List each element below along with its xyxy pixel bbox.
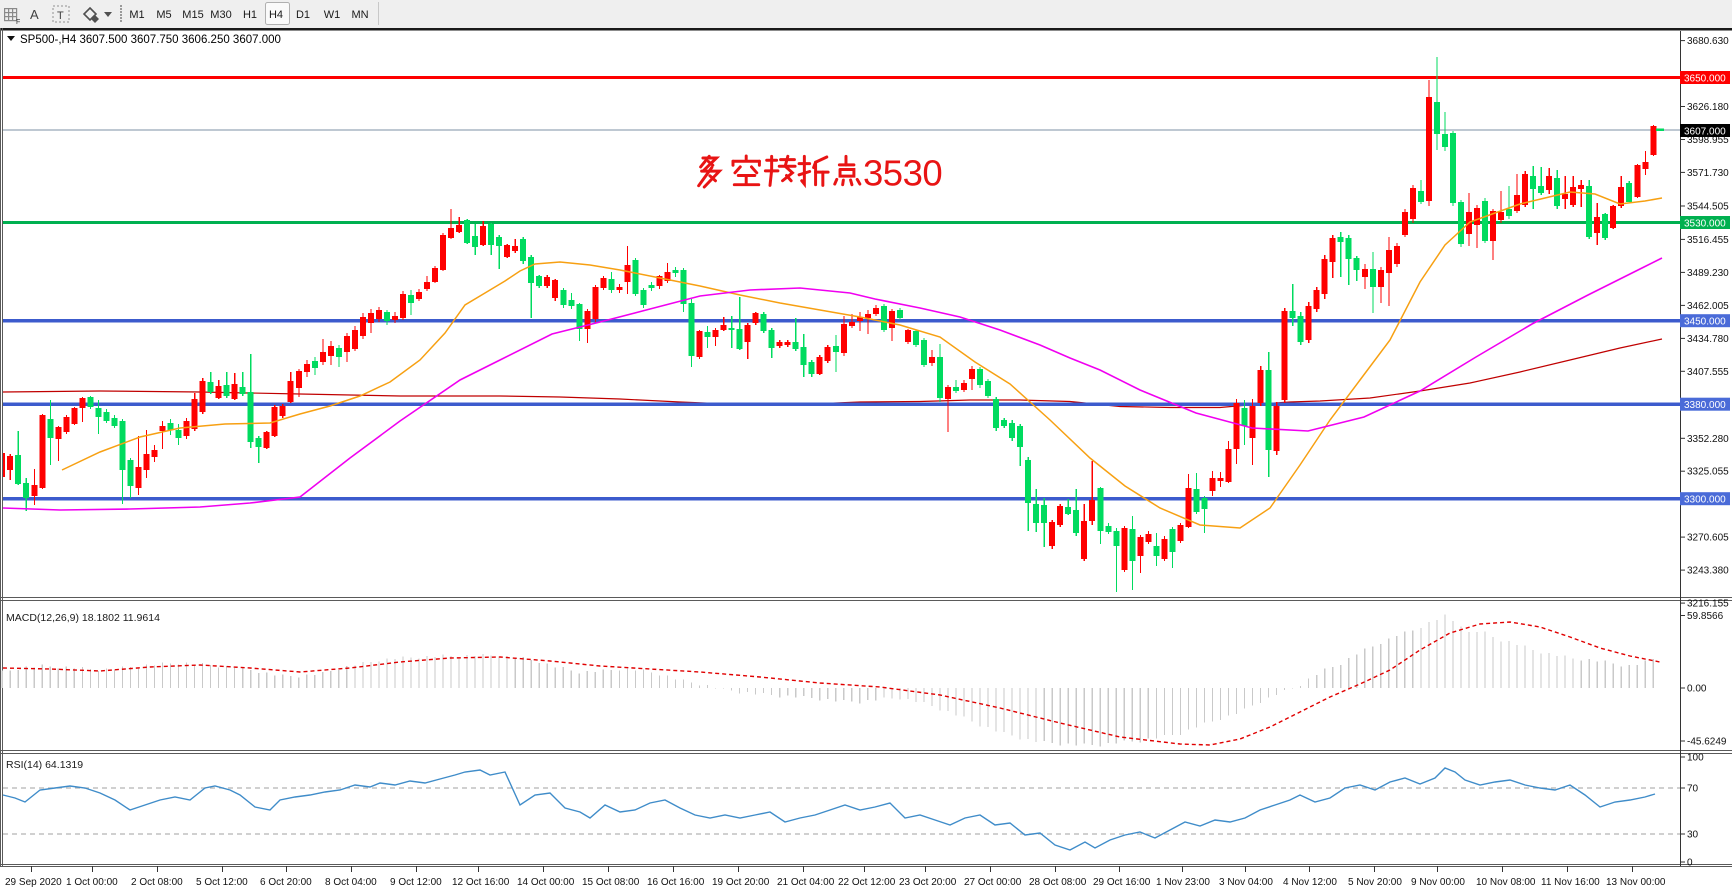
svg-text:3516.455: 3516.455 <box>1687 235 1729 246</box>
svg-text:3325.055: 3325.055 <box>1687 467 1729 478</box>
svg-text:3598.955: 3598.955 <box>1687 135 1729 146</box>
svg-text:M1: M1 <box>129 9 144 21</box>
svg-text:3530: 3530 <box>863 153 942 194</box>
svg-text:M15: M15 <box>182 9 203 21</box>
svg-text:RSI(14) 64.1319: RSI(14) 64.1319 <box>6 759 83 771</box>
svg-text:3650.000: 3650.000 <box>1684 73 1726 84</box>
svg-text:70: 70 <box>1687 784 1699 795</box>
svg-text:3462.005: 3462.005 <box>1687 301 1729 312</box>
svg-text:W1: W1 <box>324 9 341 21</box>
svg-text:3407.555: 3407.555 <box>1687 367 1729 378</box>
svg-text:0: 0 <box>1687 858 1693 869</box>
svg-text:T: T <box>57 10 64 22</box>
svg-text:22 Oct 12:00: 22 Oct 12:00 <box>838 877 896 888</box>
svg-text:M30: M30 <box>210 9 231 21</box>
svg-text:1 Oct 00:00: 1 Oct 00:00 <box>66 877 118 888</box>
svg-text:3380.000: 3380.000 <box>1684 400 1726 411</box>
svg-text:MACD(12,26,9) 18.1802 11.9614: MACD(12,26,9) 18.1802 11.9614 <box>6 612 160 624</box>
svg-text:59.8566: 59.8566 <box>1687 611 1724 622</box>
svg-text:15 Oct 08:00: 15 Oct 08:00 <box>582 877 640 888</box>
svg-text:12 Oct 16:00: 12 Oct 16:00 <box>452 877 510 888</box>
svg-text:SP500-,H4 3607.500 3607.750 3: SP500-,H4 3607.500 3607.750 3606.250 360… <box>20 34 281 46</box>
svg-text:MN: MN <box>351 9 368 21</box>
svg-text:3544.505: 3544.505 <box>1687 202 1729 213</box>
svg-text:19 Oct 20:00: 19 Oct 20:00 <box>712 877 770 888</box>
svg-text:10 Nov 08:00: 10 Nov 08:00 <box>1476 877 1536 888</box>
svg-text:3243.380: 3243.380 <box>1687 566 1729 577</box>
svg-text:23 Oct 20:00: 23 Oct 20:00 <box>899 877 957 888</box>
svg-text:M5: M5 <box>156 9 171 21</box>
svg-text:14 Oct 00:00: 14 Oct 00:00 <box>517 877 575 888</box>
svg-text:3450.000: 3450.000 <box>1684 317 1726 328</box>
svg-text:2 Oct 08:00: 2 Oct 08:00 <box>131 877 183 888</box>
svg-text:F: F <box>16 19 20 26</box>
svg-text:0.00: 0.00 <box>1687 684 1707 695</box>
svg-text:16 Oct 16:00: 16 Oct 16:00 <box>647 877 705 888</box>
svg-text:3626.180: 3626.180 <box>1687 102 1729 113</box>
svg-text:13 Nov 00:00: 13 Nov 00:00 <box>1606 877 1666 888</box>
svg-text:3270.605: 3270.605 <box>1687 533 1729 544</box>
svg-text:3680.630: 3680.630 <box>1687 36 1729 47</box>
svg-text:9 Oct 12:00: 9 Oct 12:00 <box>390 877 442 888</box>
svg-text:8 Oct 04:00: 8 Oct 04:00 <box>325 877 377 888</box>
svg-text:A: A <box>30 7 39 22</box>
svg-text:11 Nov 16:00: 11 Nov 16:00 <box>1541 877 1600 888</box>
svg-text:100: 100 <box>1687 753 1704 764</box>
svg-text:3 Nov 04:00: 3 Nov 04:00 <box>1219 877 1273 888</box>
svg-text:D1: D1 <box>296 9 310 21</box>
svg-text:3352.280: 3352.280 <box>1687 434 1729 445</box>
svg-text:3530.000: 3530.000 <box>1684 218 1726 229</box>
svg-text:3489.230: 3489.230 <box>1687 268 1729 279</box>
svg-text:-45.6249: -45.6249 <box>1687 737 1727 748</box>
svg-text:21 Oct 04:00: 21 Oct 04:00 <box>777 877 835 888</box>
svg-text:5 Nov 20:00: 5 Nov 20:00 <box>1348 877 1402 888</box>
svg-text:28 Oct 08:00: 28 Oct 08:00 <box>1029 877 1087 888</box>
svg-text:3300.000: 3300.000 <box>1684 495 1726 506</box>
svg-text:29 Sep 2020: 29 Sep 2020 <box>5 877 62 888</box>
svg-text:27 Oct 00:00: 27 Oct 00:00 <box>964 877 1022 888</box>
svg-text:H4: H4 <box>269 9 283 21</box>
svg-text:6 Oct 20:00: 6 Oct 20:00 <box>260 877 312 888</box>
svg-text:H1: H1 <box>243 9 257 21</box>
svg-text:3571.730: 3571.730 <box>1687 168 1729 179</box>
svg-text:3607.000: 3607.000 <box>1684 126 1726 137</box>
svg-text:29 Oct 16:00: 29 Oct 16:00 <box>1093 877 1151 888</box>
svg-text:1 Nov 23:00: 1 Nov 23:00 <box>1156 877 1210 888</box>
svg-text:4 Nov 12:00: 4 Nov 12:00 <box>1283 877 1337 888</box>
svg-text:9 Nov 00:00: 9 Nov 00:00 <box>1411 877 1465 888</box>
svg-text:30: 30 <box>1687 830 1699 841</box>
svg-text:3216.155: 3216.155 <box>1687 599 1729 610</box>
svg-text:3434.780: 3434.780 <box>1687 334 1729 345</box>
svg-text:5 Oct 12:00: 5 Oct 12:00 <box>196 877 248 888</box>
